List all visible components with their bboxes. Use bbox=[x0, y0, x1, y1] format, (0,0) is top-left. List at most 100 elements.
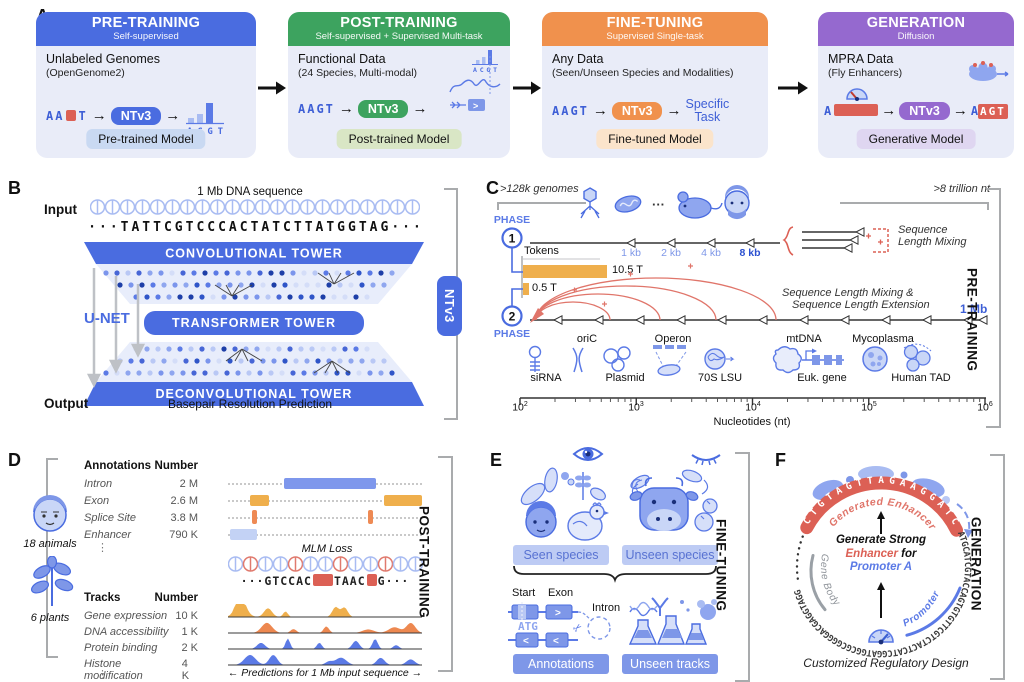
stage-flow: AAGT → NTv3 → Specific Task bbox=[552, 98, 729, 124]
panel-b-label: B bbox=[8, 178, 21, 198]
conv-embedding-dots bbox=[103, 270, 395, 300]
annotation-row: Enhancer 790 K bbox=[84, 529, 198, 541]
generated-sequence: A AGT bbox=[970, 104, 1008, 119]
deconv-embedding-dots bbox=[103, 346, 395, 376]
panel-f-label: F bbox=[775, 450, 786, 470]
e-side-label: FINE-TUNING bbox=[713, 519, 729, 612]
seen-species-illustration bbox=[520, 467, 609, 541]
stage-title: FINE-TUNING bbox=[606, 15, 704, 31]
b-input-label: Input bbox=[44, 202, 77, 217]
dna-helix-masked-icon bbox=[228, 556, 423, 572]
input-sequence: AAGT bbox=[552, 104, 589, 118]
d-bracket-left bbox=[46, 458, 58, 658]
c-genomes-note: >128k genomes bbox=[500, 183, 579, 195]
plant-icon bbox=[30, 556, 74, 606]
phage-icon bbox=[580, 187, 600, 219]
d-plants-label: 6 plants bbox=[30, 612, 70, 624]
stage-subheading: (24 Species, Multi-modal) bbox=[298, 67, 418, 79]
gene-expression-signal bbox=[228, 604, 422, 618]
f-bracket bbox=[990, 454, 1005, 680]
scissors-icon: ✂ bbox=[571, 621, 586, 636]
dna-helix-icon bbox=[90, 199, 420, 215]
stage-title: POST-TRAINING bbox=[340, 15, 458, 31]
arrow-icon: → bbox=[338, 100, 354, 117]
b-output-label: Output bbox=[44, 396, 89, 411]
ellipsis: ··· bbox=[652, 197, 665, 212]
e-bracket bbox=[735, 452, 750, 682]
mask-box-icon bbox=[873, 228, 889, 253]
stage-header: PRE-TRAINING Self-supervised bbox=[36, 12, 256, 46]
mlm-loss-label: MLM Loss bbox=[301, 543, 353, 555]
up-arrow-icon bbox=[877, 511, 885, 618]
tokens-bar-phase1 bbox=[523, 265, 607, 278]
stage-subheading: (OpenGenome2) bbox=[46, 67, 125, 79]
intron-label: Intron bbox=[592, 602, 621, 614]
phase2-number: 2 bbox=[509, 310, 516, 324]
phase2-circle-icon bbox=[501, 305, 523, 327]
gene-box-icon bbox=[468, 99, 485, 111]
stage-heading: Functional Data bbox=[298, 52, 386, 66]
scale-item-label: Euk. gene bbox=[797, 372, 847, 384]
swoosh-arrow-icon bbox=[956, 503, 971, 533]
animal-face-icon bbox=[33, 495, 67, 532]
scale-item-label: Human TAD bbox=[891, 372, 951, 384]
histone-modification-signal bbox=[228, 654, 422, 666]
mitochondria-icon bbox=[614, 195, 642, 213]
masked-sequence: AA T bbox=[46, 109, 88, 123]
input-sequence: AAGT bbox=[298, 102, 335, 116]
phase1-circle-icon bbox=[501, 227, 523, 249]
b-input-sequence: ···TATTCGTCCCACTATCTTATGGTAG··· bbox=[88, 220, 424, 235]
input-sequence: A bbox=[824, 104, 832, 118]
svg-text:>: > bbox=[555, 608, 561, 619]
c-tokens-label: Tokens bbox=[524, 245, 559, 257]
start-label: Start bbox=[512, 587, 536, 599]
axis-tick: 105 bbox=[861, 401, 877, 414]
intron-loop-icon bbox=[587, 616, 611, 640]
c-1mb-label: 1 Mb bbox=[960, 302, 988, 316]
c-tokens-phase1: 10.5 T bbox=[612, 264, 643, 276]
panel-d-label: D bbox=[8, 450, 21, 470]
axis-tick: 103 bbox=[628, 401, 644, 414]
specific-task-label: Specific Task bbox=[685, 97, 730, 124]
phase1-number: 1 bbox=[509, 232, 516, 246]
stage-subtitle: Diffusion bbox=[897, 31, 935, 42]
conv-tower-label: CONVOLUTIONAL TOWER bbox=[165, 247, 343, 261]
predictions-caption: ← Predictions for 1 Mb input sequence → bbox=[227, 667, 423, 679]
intron-track bbox=[228, 477, 422, 490]
unseen-tracks-illustration bbox=[628, 597, 717, 645]
human-tad-icon bbox=[903, 343, 932, 372]
tracks-table-header: Tracks Number bbox=[84, 592, 198, 604]
c-kb-tick: 4 kb bbox=[701, 247, 721, 259]
track-row: Gene expression 10 K bbox=[84, 610, 198, 622]
scale-item-label: Operon bbox=[654, 333, 692, 345]
stage-card-generation: GENERATION Diffusion MPRA Data (Fly Enha… bbox=[818, 12, 1014, 158]
stage-subtitle: Self-supervised + Supervised Multi-task bbox=[315, 31, 483, 42]
stage-subheading: (Fly Enhancers) bbox=[828, 67, 903, 79]
arrow-icon: → bbox=[592, 102, 608, 119]
stage-heading: MPRA Data bbox=[828, 52, 894, 66]
scale-item-label: Plasmid bbox=[605, 372, 645, 384]
stage-footer: Pre-trained Model bbox=[86, 129, 206, 149]
masked-region bbox=[834, 88, 879, 120]
stage-card-finetuning: FINE-TUNING Supervised Single-task Any D… bbox=[542, 12, 768, 158]
ellipsis-vertical: ⋮ bbox=[97, 541, 108, 554]
f-center-text: Generate Strong Enhancer for Promoter A bbox=[806, 534, 956, 575]
logits-letters: ACGT bbox=[473, 66, 497, 74]
annotation-row: Intron 2 M bbox=[84, 478, 198, 490]
transformer-tower-label: TRANSFORMER TOWER bbox=[172, 316, 336, 330]
ntv3-architecture: CONVOLUTIONAL TOWER TRANSFORMER TOWER DE… bbox=[84, 242, 424, 406]
brace-icon bbox=[513, 565, 717, 583]
stage-flow: AAT → NTv3 → ACGT bbox=[46, 96, 228, 136]
d-animals-label: 18 animals bbox=[23, 538, 77, 550]
ellipsis-vertical: ⋮ bbox=[97, 668, 108, 681]
stage-title: GENERATION bbox=[866, 15, 966, 31]
promoter-arc bbox=[905, 586, 962, 637]
track-row: DNA accessibility 1 K bbox=[84, 626, 198, 638]
regulatory-design-circle: CTGTAGTTAGAAGGATC ATGCATCGTACCAGTGTGTTCG… bbox=[776, 460, 973, 658]
eye-open-icon bbox=[572, 447, 604, 461]
c-kb-tick: 8 kb bbox=[739, 247, 761, 259]
gene-body-arc bbox=[809, 554, 827, 612]
annotation-row: Exon 2.6 M bbox=[84, 495, 198, 507]
splice-site-track bbox=[228, 510, 422, 524]
arrow-icon: → bbox=[412, 100, 428, 117]
